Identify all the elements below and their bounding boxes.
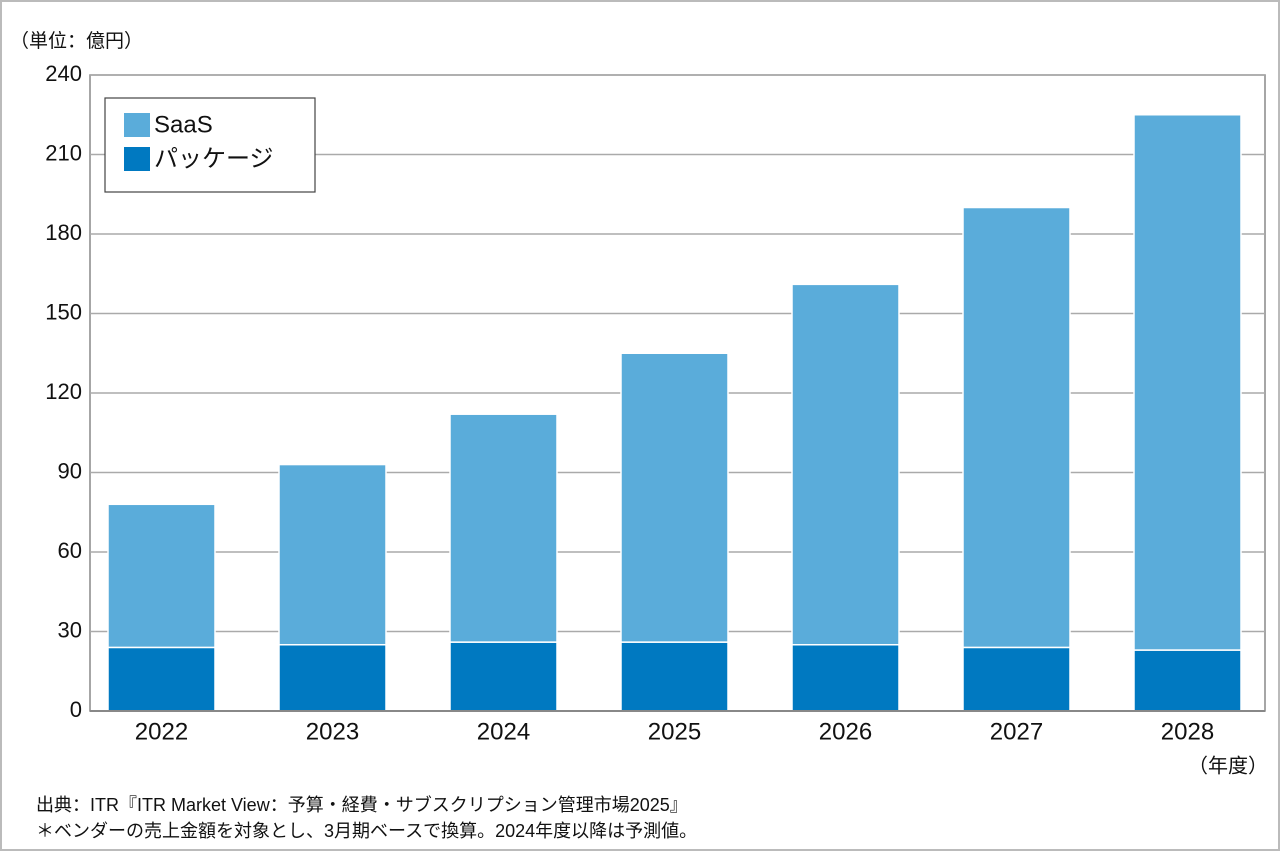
- x-tick-label: 2025: [648, 718, 701, 745]
- bar-segment: [1133, 649, 1242, 712]
- x-tick-label: 2028: [1161, 718, 1214, 745]
- x-tick-label: 2023: [306, 718, 359, 745]
- bar-segment: [107, 646, 216, 712]
- legend-swatch: [124, 147, 150, 171]
- x-tick-label: 2024: [477, 718, 530, 745]
- x-tick-label: 2026: [819, 718, 872, 745]
- y-tick-label: 30: [58, 617, 82, 642]
- bar-segment: [1133, 114, 1242, 651]
- legend-swatch: [124, 113, 150, 137]
- bar-segment: [278, 644, 387, 712]
- bar-segment: [791, 644, 900, 712]
- bar-segment: [962, 646, 1071, 712]
- footnote: ＊ベンダーの売上金額を対象とし、3月期ベースで換算。2024年度以降は予測値。: [36, 821, 697, 841]
- y-tick-label: 90: [58, 458, 82, 483]
- x-unit-label: （年度）: [1188, 754, 1268, 777]
- x-tick-label: 2022: [135, 718, 188, 745]
- source-note: 出典：ITR『ITR Market View：予算・経費・サブスクリプション管理…: [36, 794, 688, 815]
- bar-segment: [278, 463, 387, 646]
- bar-segment: [107, 503, 216, 649]
- bar-segment: [449, 413, 558, 643]
- bar-segment: [620, 352, 729, 643]
- bar-segment: [620, 641, 729, 712]
- y-tick-label: 120: [45, 379, 82, 404]
- y-tick-label: 0: [70, 697, 82, 722]
- x-tick-label: 2027: [990, 718, 1043, 745]
- y-tick-label: 210: [45, 140, 82, 165]
- legend-label: SaaS: [154, 111, 213, 138]
- y-tick-label: 60: [58, 538, 82, 563]
- y-tick-label: 150: [45, 299, 82, 324]
- bar-segment: [962, 206, 1071, 649]
- unit-label: （単位：億円）: [10, 30, 143, 52]
- y-tick-label: 180: [45, 220, 82, 245]
- legend-label: パッケージ: [154, 145, 274, 172]
- y-tick-label: 240: [45, 61, 82, 86]
- bar-segment: [449, 641, 558, 712]
- bar-segment: [791, 283, 900, 646]
